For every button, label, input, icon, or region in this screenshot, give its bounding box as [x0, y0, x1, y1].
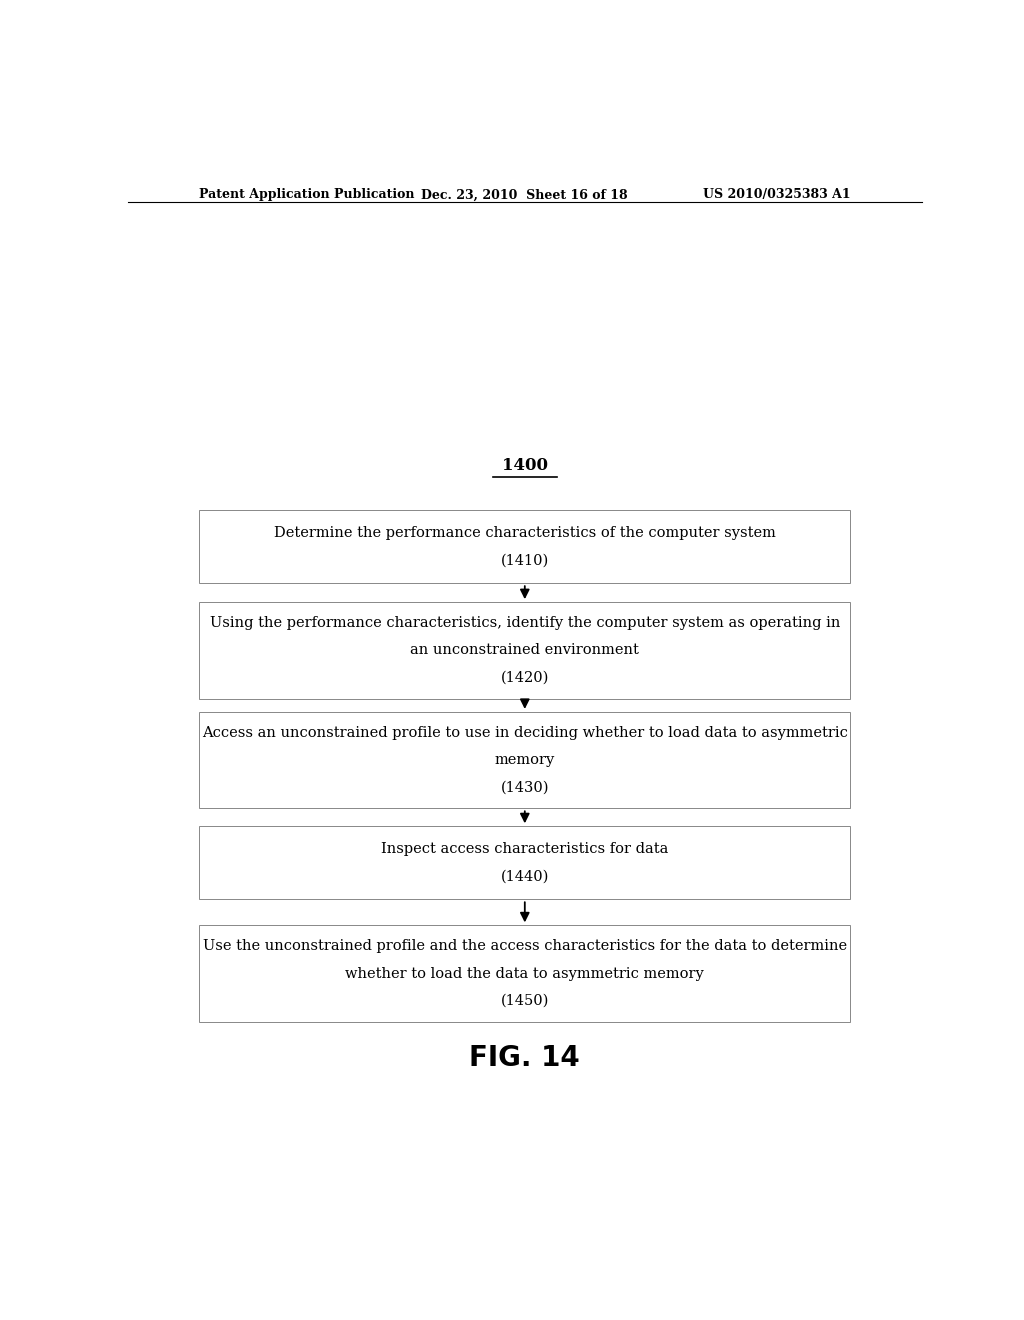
Text: 1400: 1400 [502, 457, 548, 474]
Text: Using the performance characteristics, identify the computer system as operating: Using the performance characteristics, i… [210, 616, 840, 630]
Bar [200, 602, 850, 698]
Text: (1420): (1420) [501, 671, 549, 685]
Text: Inspect access characteristics for data: Inspect access characteristics for data [381, 842, 669, 857]
Text: whether to load the data to asymmetric memory: whether to load the data to asymmetric m… [345, 966, 705, 981]
Text: (1430): (1430) [501, 780, 549, 795]
Text: Use the unconstrained profile and the access characteristics for the data to det: Use the unconstrained profile and the ac… [203, 939, 847, 953]
Text: an unconstrained environment: an unconstrained environment [411, 643, 639, 657]
Bar [200, 711, 850, 808]
Text: memory: memory [495, 754, 555, 767]
Text: Access an unconstrained profile to use in deciding whether to load data to asymm: Access an unconstrained profile to use i… [202, 726, 848, 739]
Bar [200, 925, 850, 1022]
Text: FIG. 14: FIG. 14 [469, 1044, 581, 1072]
Text: Patent Application Publication: Patent Application Publication [200, 189, 415, 202]
Bar [200, 826, 850, 899]
Text: Determine the performance characteristics of the computer system: Determine the performance characteristic… [273, 525, 776, 540]
Text: Dec. 23, 2010  Sheet 16 of 18: Dec. 23, 2010 Sheet 16 of 18 [422, 189, 628, 202]
Text: (1450): (1450) [501, 994, 549, 1008]
Bar [200, 510, 850, 583]
Text: (1440): (1440) [501, 870, 549, 883]
Text: US 2010/0325383 A1: US 2010/0325383 A1 [702, 189, 850, 202]
Text: (1410): (1410) [501, 553, 549, 568]
